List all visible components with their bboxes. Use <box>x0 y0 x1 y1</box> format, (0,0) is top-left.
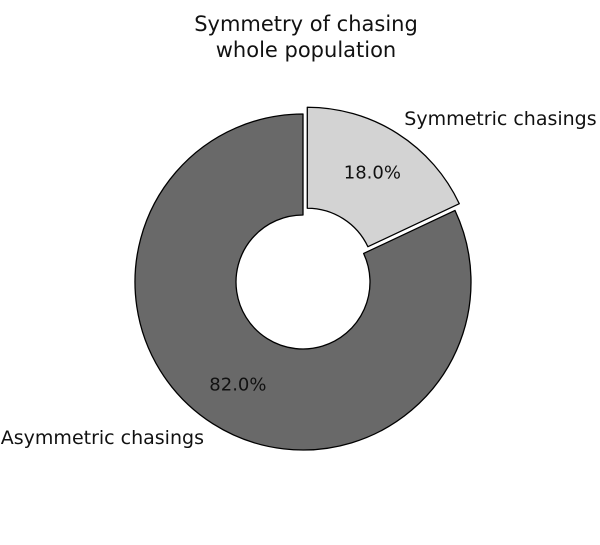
slice-percent-symmetric-chasings: 18.0% <box>344 163 401 184</box>
slice-percent-asymmetric-chasings: 82.0% <box>209 375 266 396</box>
slice-label-symmetric-chasings: Symmetric chasings <box>404 108 596 130</box>
chart-title-line-2: whole population <box>216 38 397 62</box>
chart-title-line-1: Symmetry of chasing <box>194 12 418 36</box>
slice-asymmetric-chasings <box>134 113 472 451</box>
slice-label-asymmetric-chasings: Asymmetric chasings <box>1 427 204 449</box>
donut-slices <box>134 106 472 451</box>
slice-symmetric-chasings <box>306 106 460 248</box>
slice-labels: 18.0% Symmetric chasings 82.0% Asymmetric c… <box>1 108 597 449</box>
